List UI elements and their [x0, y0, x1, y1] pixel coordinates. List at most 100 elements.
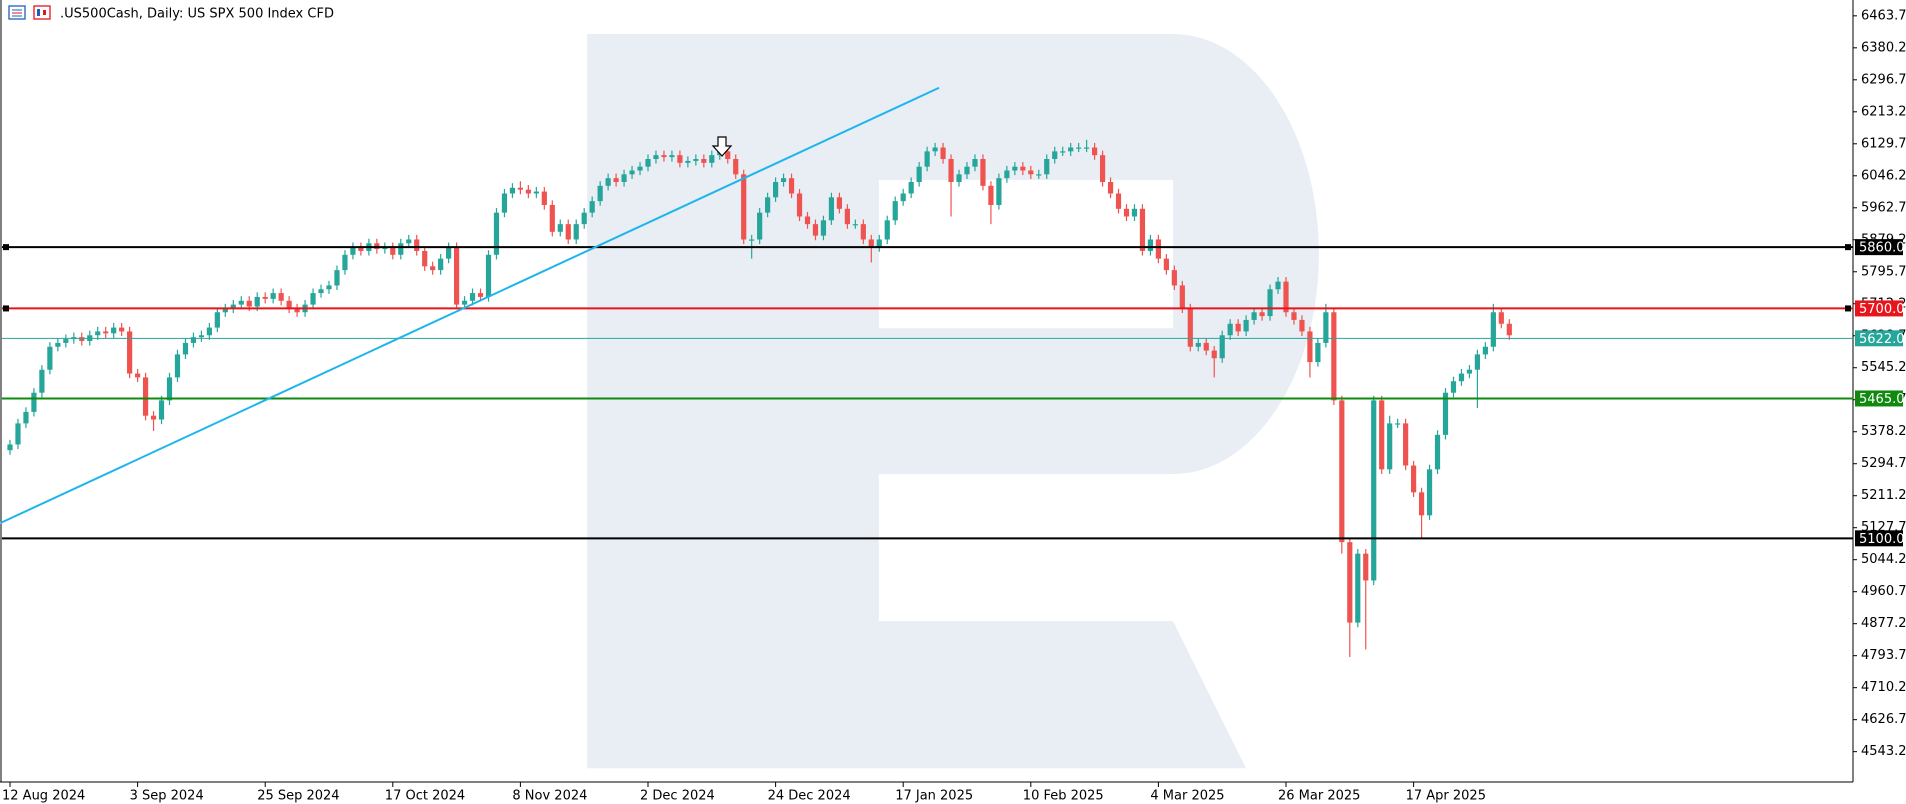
candle-body: [1187, 308, 1193, 347]
y-tick-label: 4543.2: [1861, 744, 1906, 759]
candle-body: [1506, 323, 1512, 336]
level-label: 5100.0: [1859, 532, 1905, 547]
candle-body: [788, 178, 795, 194]
candle-body: [286, 300, 292, 309]
candle-body: [278, 293, 284, 301]
candle-body: [334, 270, 340, 286]
candle-body: [1012, 166, 1018, 171]
candle-body: [1403, 423, 1409, 466]
candle-body: [1044, 159, 1050, 175]
candle-body: [1371, 400, 1377, 581]
trendline: [0, 86, 940, 524]
candle-body: [780, 178, 787, 182]
candle-body: [446, 247, 452, 259]
candle-body: [79, 337, 85, 341]
candle-body: [414, 239, 420, 251]
candle-body: [1251, 312, 1257, 320]
y-tick-label: 6213.2: [1861, 104, 1906, 119]
candle-body: [1395, 423, 1401, 425]
candle-body: [669, 155, 675, 158]
candle-body: [1363, 553, 1369, 581]
candle-body: [1299, 319, 1305, 332]
x-tick-label: 24 Dec 2024: [768, 789, 851, 804]
candle-body: [1291, 312, 1297, 320]
x-tick-label: 26 Mar 2025: [1278, 789, 1360, 804]
candle-body: [1243, 319, 1249, 332]
candle-body: [653, 155, 659, 160]
candle-body: [398, 243, 404, 255]
candle-body: [685, 160, 691, 163]
candle-body: [150, 415, 157, 420]
y-tick-label: 6046.2: [1861, 168, 1906, 183]
candle-body: [852, 224, 858, 226]
watermark: [587, 34, 1319, 769]
candle-body: [948, 159, 954, 182]
candle-body: [254, 296, 260, 307]
candle-body: [1211, 350, 1217, 359]
candle-body: [1052, 151, 1058, 160]
candle-body: [31, 392, 37, 412]
candle-body: [461, 300, 468, 305]
candle-body: [749, 239, 755, 241]
candle-body: [158, 400, 165, 420]
candle-body: [318, 289, 324, 294]
candle-body: [238, 300, 244, 305]
candle-body: [142, 377, 149, 416]
candle-body: [741, 174, 747, 240]
candle-body: [7, 444, 13, 451]
level-label-box: [1855, 300, 1903, 317]
candle-body: [1466, 369, 1473, 374]
candle-body: [1442, 392, 1449, 435]
candle-body: [1498, 312, 1504, 324]
candle-body: [1418, 492, 1425, 516]
candle-body: [709, 155, 715, 163]
x-tick-label: 17 Apr 2025: [1406, 789, 1486, 804]
candle-body: [1434, 434, 1441, 470]
candle-body: [765, 197, 771, 213]
candle-body: [1195, 342, 1201, 347]
y-tick-label: 6296.7: [1861, 72, 1906, 87]
candle-body: [127, 331, 133, 374]
level-label: 5465.0: [1859, 392, 1905, 407]
candle-body: [1315, 342, 1321, 363]
candle-body: [119, 327, 125, 332]
candle-body: [1147, 239, 1154, 251]
candle-body: [103, 331, 109, 334]
candle-body: [477, 293, 484, 297]
candle-body: [1004, 170, 1010, 179]
candle-body: [1107, 181, 1114, 194]
candle-body: [1092, 147, 1098, 156]
candle-body: [836, 197, 842, 209]
header-icons: [8, 5, 51, 20]
candle-body: [1283, 281, 1289, 313]
candle-body: [1219, 335, 1225, 359]
candle-body: [230, 304, 236, 309]
candle-body: [517, 187, 523, 190]
candle-body: [1084, 147, 1090, 149]
candle-body: [645, 159, 651, 167]
chart-title: .US500Cash, Daily: US SPX 500 Index CFD: [60, 7, 334, 22]
candle-body: [198, 335, 204, 338]
y-tick-label: 5294.7: [1861, 456, 1906, 471]
candle-body: [972, 159, 978, 167]
candle-body: [1028, 170, 1034, 175]
y-tick-label: 4793.7: [1861, 648, 1906, 663]
candle-body: [422, 250, 428, 267]
candle-body: [1099, 155, 1106, 182]
candle-body: [501, 193, 508, 213]
candle-body: [1163, 258, 1169, 271]
candle-body: [1076, 147, 1082, 149]
candle-body: [1307, 331, 1313, 363]
candle-body: [63, 339, 69, 343]
x-tick-label: 3 Sep 2024: [130, 789, 204, 804]
candle-body: [812, 224, 819, 236]
candle-body: [557, 224, 563, 232]
candle-body: [390, 247, 396, 255]
level-label-box: [1855, 530, 1903, 547]
candle-body: [988, 185, 994, 205]
candle-body: [908, 181, 914, 194]
candle-body: [430, 266, 436, 271]
candle-body: [565, 224, 571, 240]
